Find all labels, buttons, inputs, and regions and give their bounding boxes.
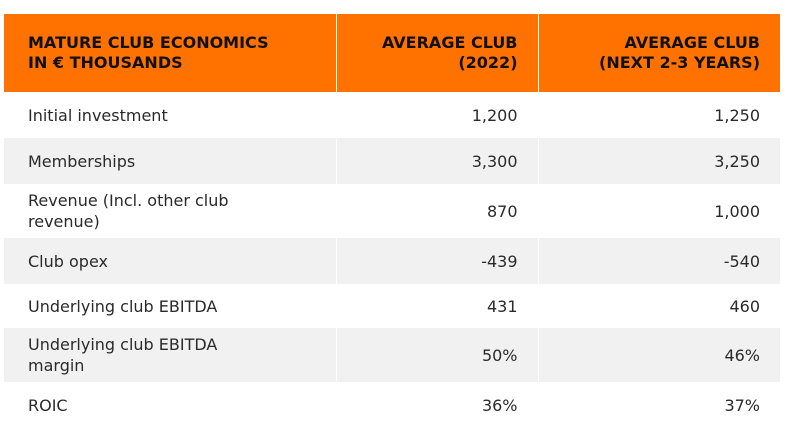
header-2022-line2: (2022) <box>458 53 518 72</box>
row-label: Initial investment <box>4 92 336 138</box>
table-row: Memberships 3,300 3,250 <box>4 138 780 184</box>
row-label: Memberships <box>4 138 336 184</box>
value-2022: 431 <box>335 284 538 328</box>
header-next-line2: (NEXT 2-3 YEARS) <box>599 53 760 72</box>
row-label: Underlying club EBITDA margin <box>4 328 336 382</box>
header-row: MATURE CLUB ECONOMICS IN € THOUSANDS AVE… <box>4 14 780 92</box>
header-average-club-next: AVERAGE CLUB (NEXT 2-3 YEARS) <box>537 14 780 92</box>
row-label-line2: margin <box>28 356 85 375</box>
table-row: ROIC 36% 37% <box>4 382 780 428</box>
value-next: 37% <box>537 382 780 428</box>
table-row: Revenue (Incl. other club revenue) 870 1… <box>4 184 780 238</box>
row-label-line1: Revenue (Incl. other club <box>28 191 229 210</box>
value-2022: 3,300 <box>335 138 538 184</box>
table-header: MATURE CLUB ECONOMICS IN € THOUSANDS AVE… <box>4 14 780 92</box>
value-next: 46% <box>537 328 780 382</box>
header-average-club-2022: AVERAGE CLUB (2022) <box>335 14 538 92</box>
table-body: Initial investment 1,200 1,250 Membershi… <box>4 92 780 428</box>
club-economics-table-wrapper: MATURE CLUB ECONOMICS IN € THOUSANDS AVE… <box>4 14 780 428</box>
table-row: Underlying club EBITDA margin 50% 46% <box>4 328 780 382</box>
value-next: 3,250 <box>537 138 780 184</box>
table-row: Club opex -439 -540 <box>4 238 780 284</box>
row-label-line2: revenue) <box>28 212 100 231</box>
value-2022: 870 <box>335 184 538 238</box>
value-2022: 1,200 <box>335 92 538 138</box>
value-next: -540 <box>537 238 780 284</box>
club-economics-table: MATURE CLUB ECONOMICS IN € THOUSANDS AVE… <box>4 14 780 428</box>
value-2022: 50% <box>335 328 538 382</box>
header-2022-line1: AVERAGE CLUB <box>382 33 518 52</box>
table-row: Initial investment 1,200 1,250 <box>4 92 780 138</box>
value-2022: 36% <box>335 382 538 428</box>
row-label: Club opex <box>4 238 336 284</box>
value-next: 1,250 <box>537 92 780 138</box>
row-label: Underlying club EBITDA <box>4 284 336 328</box>
row-label: Revenue (Incl. other club revenue) <box>4 184 336 238</box>
header-next-line1: AVERAGE CLUB <box>624 33 761 52</box>
value-next: 1,000 <box>537 184 780 238</box>
table-row: Underlying club EBITDA 431 460 <box>4 284 780 328</box>
header-metric-line1: MATURE CLUB ECONOMICS <box>28 33 269 52</box>
value-2022: -439 <box>335 238 538 284</box>
row-label: ROIC <box>4 382 336 428</box>
header-metric-line2: IN € THOUSANDS <box>28 53 183 72</box>
value-next: 460 <box>537 284 780 328</box>
row-label-line1: Underlying club EBITDA <box>28 335 218 354</box>
header-metric: MATURE CLUB ECONOMICS IN € THOUSANDS <box>4 14 336 92</box>
